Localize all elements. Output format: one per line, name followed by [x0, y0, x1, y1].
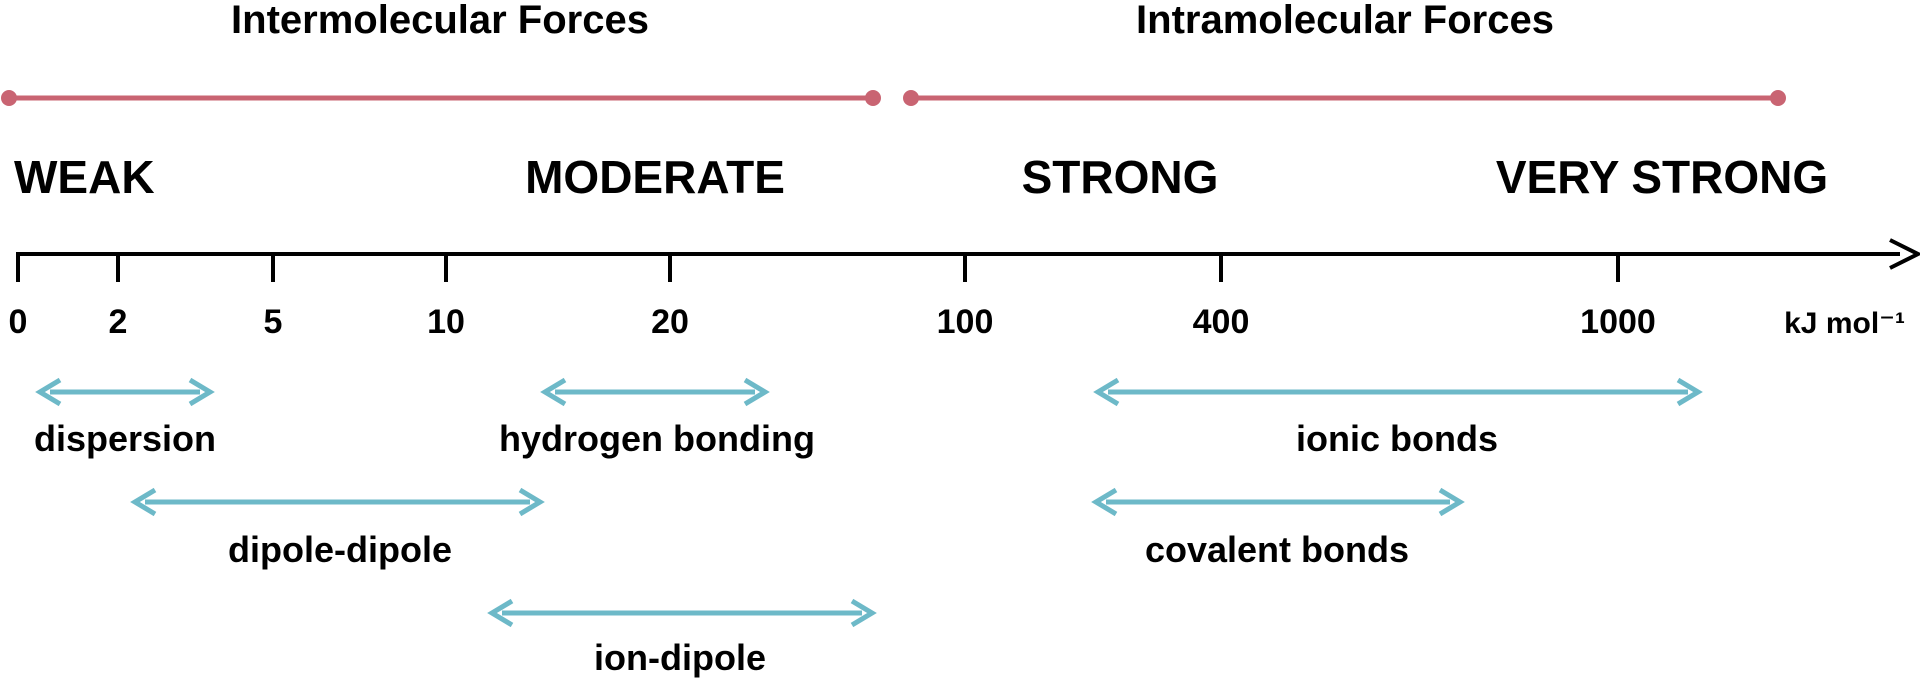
hydrogen-bonding-label: hydrogen bonding — [499, 418, 815, 459]
tick-label-2: 2 — [109, 303, 128, 341]
dipole-dipole-label: dipole-dipole — [228, 529, 452, 570]
covalent-bonds-label: covalent bonds — [1145, 529, 1409, 570]
intramolecular-forces-title: Intramolecular Forces — [1136, 0, 1554, 42]
intramolecular-bar — [903, 90, 1786, 106]
tick-label-20: 20 — [651, 303, 689, 341]
ionic-bonds-label: ionic bonds — [1296, 418, 1498, 459]
hydrogen-bonding-range-arrow — [540, 377, 770, 407]
ion-dipole-range-arrow — [487, 598, 877, 628]
tick-label-100: 100 — [937, 303, 994, 341]
tick-label-10: 10 — [427, 303, 465, 341]
tick-label-400: 400 — [1193, 303, 1250, 341]
dispersion-label: dispersion — [34, 418, 216, 459]
ion-dipole-label: ion-dipole — [594, 637, 766, 678]
tick-label-1000: 1000 — [1580, 303, 1656, 341]
intermolecular-forces-title: Intermolecular Forces — [231, 0, 649, 42]
dipole-dipole-range-arrow — [130, 487, 545, 517]
axis-unit-label: kJ mol⁻¹ — [1784, 307, 1905, 340]
strength-label-moderate: MODERATE — [525, 151, 785, 203]
strength-label-very-strong: VERY STRONG — [1496, 151, 1828, 203]
strength-label-weak: WEAK — [14, 151, 155, 203]
tick-label-0: 0 — [9, 303, 28, 341]
ionic-bonds-range-arrow — [1093, 377, 1703, 407]
strength-label-strong: STRONG — [1022, 151, 1219, 203]
axis-arrowhead — [1889, 238, 1920, 270]
covalent-bonds-range-arrow — [1091, 487, 1465, 517]
intermolecular-bar — [1, 90, 881, 106]
tick-label-5: 5 — [264, 303, 283, 341]
dispersion-range-arrow — [35, 377, 215, 407]
energy-axis — [16, 238, 1920, 282]
